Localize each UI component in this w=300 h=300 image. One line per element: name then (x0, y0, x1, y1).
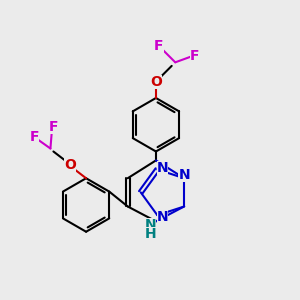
Text: N: N (157, 161, 169, 175)
Text: F: F (49, 120, 58, 134)
Text: F: F (154, 39, 164, 53)
Text: N: N (145, 218, 156, 232)
Text: F: F (190, 50, 199, 63)
Text: F: F (29, 130, 39, 144)
Text: N: N (157, 210, 169, 224)
Text: H: H (145, 227, 156, 241)
Text: O: O (64, 158, 76, 172)
Text: O: O (150, 75, 162, 88)
Text: N: N (178, 168, 190, 182)
